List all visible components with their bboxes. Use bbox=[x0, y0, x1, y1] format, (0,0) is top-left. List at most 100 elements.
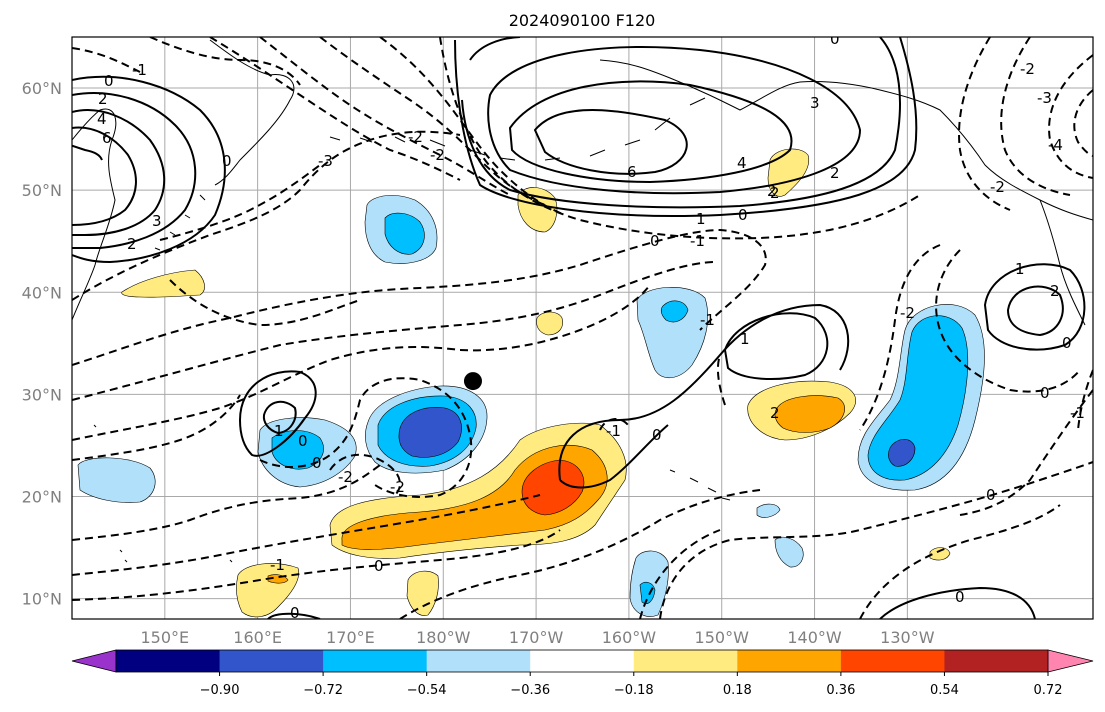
contour-negative bbox=[1073, 89, 1093, 157]
contour-label: 1 bbox=[1015, 260, 1025, 278]
contour-zero bbox=[267, 612, 321, 619]
colorbar-segment bbox=[944, 650, 1049, 672]
colorbar-segment bbox=[633, 650, 738, 672]
contour-negative bbox=[1077, 369, 1093, 431]
contour-closed-high bbox=[723, 312, 829, 381]
contour-closed-high bbox=[1006, 285, 1064, 337]
contour-high-gulf-alaska bbox=[487, 46, 862, 195]
contour-label: 2 bbox=[767, 182, 777, 200]
colorbar-segment bbox=[426, 650, 531, 672]
contour-label: -1 bbox=[690, 232, 705, 250]
contour-label: -1 bbox=[700, 311, 715, 329]
contour-negative bbox=[72, 394, 241, 461]
contour-label: 4 bbox=[737, 154, 747, 172]
contour-label: 0 bbox=[298, 432, 308, 450]
positive-anomaly-peak bbox=[521, 459, 585, 516]
negative-anomaly-core bbox=[867, 315, 969, 481]
contour-label: -2 bbox=[390, 478, 405, 496]
contour-label: -2 bbox=[1020, 60, 1035, 78]
contour-label: -2 bbox=[408, 128, 423, 146]
colorbar-tick-label: −0.90 bbox=[200, 683, 240, 698]
colorbar-tick-label: −0.54 bbox=[407, 683, 447, 698]
contour-label: -2 bbox=[990, 178, 1005, 196]
contour-negative bbox=[439, 37, 921, 240]
negative-anomaly-peak bbox=[398, 407, 462, 458]
contour-label: -2 bbox=[900, 304, 915, 322]
colorbar-segment bbox=[116, 650, 221, 672]
contour-label: 6 bbox=[102, 129, 112, 147]
contour-label: 1 bbox=[274, 422, 284, 440]
colorbar-segment bbox=[219, 650, 324, 672]
pacific-islets bbox=[93, 424, 233, 563]
storm-position-marker bbox=[463, 372, 482, 391]
contour-label: 2 bbox=[1050, 282, 1060, 300]
longitude-label: 150°E bbox=[140, 628, 189, 647]
colorbar-tick-label: 0.54 bbox=[930, 683, 959, 698]
shaded-anomalies bbox=[77, 148, 985, 618]
contour-negative bbox=[72, 464, 381, 541]
contour-negative bbox=[859, 504, 1061, 619]
longitude-label: 140°W bbox=[787, 628, 842, 647]
colorbar-segment bbox=[840, 650, 945, 672]
contour-label: -4 bbox=[1048, 136, 1063, 154]
colorbar-segment bbox=[530, 650, 635, 672]
colorbar-extend-low bbox=[71, 649, 117, 673]
negative-anomaly-region bbox=[636, 287, 708, 378]
contour-label: 3 bbox=[810, 94, 820, 112]
contour-high-gulf-alaska bbox=[508, 80, 793, 184]
contour-label: -1 bbox=[606, 422, 621, 440]
contour-closed-high bbox=[238, 370, 317, 457]
coastlines bbox=[72, 39, 1093, 563]
contour-negative bbox=[149, 37, 301, 86]
positive-anomaly-region bbox=[406, 570, 439, 616]
contour-label: 0 bbox=[1040, 384, 1050, 402]
contour-label: 0 bbox=[374, 557, 384, 575]
contour-closed-high bbox=[262, 400, 297, 435]
colorbar-tick-label: −0.72 bbox=[303, 683, 343, 698]
contour-negative bbox=[259, 37, 511, 196]
contour-high-siberia bbox=[72, 109, 166, 236]
contour-negative bbox=[958, 37, 1011, 211]
contour-label: -2 bbox=[338, 468, 353, 486]
contour-label: 0 bbox=[986, 486, 996, 504]
contour-negative bbox=[72, 228, 767, 366]
contour-negative bbox=[599, 418, 629, 431]
negative-anomaly-region bbox=[77, 457, 156, 503]
longitude-labels: 150°E 160°E 170°E 180°W 170°W 160°W 150°W 140°W… bbox=[140, 628, 934, 647]
colorbar-segment bbox=[737, 650, 842, 672]
longitude-label: 170°W bbox=[509, 628, 564, 647]
contour-label: 0 bbox=[738, 206, 748, 224]
contour-zero bbox=[72, 144, 103, 161]
negative-anomaly-core bbox=[660, 300, 689, 323]
longitude-label: 180°W bbox=[416, 628, 471, 647]
contour-label: -1 bbox=[132, 61, 147, 79]
contour-high-gulf-alaska bbox=[533, 109, 688, 175]
colorbar-tick-label: −0.36 bbox=[510, 683, 550, 698]
contour-negative bbox=[959, 389, 1093, 516]
contour-label: 0 bbox=[312, 454, 322, 472]
negative-anomaly-region bbox=[774, 536, 804, 568]
colorbar-tick-label: 0.36 bbox=[826, 683, 855, 698]
longitude-label: 160°W bbox=[602, 628, 657, 647]
contour-label: -3 bbox=[1037, 89, 1052, 107]
contour-label: 0 bbox=[955, 588, 965, 606]
contour-labels: 0 -1 2 4 6 3 2 0 -3 -2 -2 6 4 3 2 2 0 1 … bbox=[97, 37, 1085, 619]
kuril-islands bbox=[154, 194, 206, 251]
negative-anomaly-region bbox=[756, 503, 781, 518]
negative-anomaly-peak bbox=[888, 439, 916, 467]
contour-label: 2 bbox=[770, 404, 780, 422]
contour-negative bbox=[935, 249, 1081, 393]
contour-label: -1 bbox=[1070, 404, 1085, 422]
latitude-label: 40°N bbox=[22, 283, 62, 302]
longitude-label: 160°E bbox=[233, 628, 282, 647]
figure-title: 2024090100 F120 bbox=[509, 11, 656, 30]
contour-negative bbox=[859, 244, 941, 431]
contour-zero bbox=[558, 303, 850, 481]
contour-label: 1 bbox=[696, 210, 706, 228]
contour-negative bbox=[72, 529, 561, 601]
contour-high-siberia bbox=[72, 75, 226, 264]
contour-label: 2 bbox=[127, 235, 137, 253]
contour-label: 2 bbox=[830, 164, 840, 182]
negative-anomaly-core bbox=[384, 212, 425, 255]
contour-negative bbox=[259, 377, 473, 498]
